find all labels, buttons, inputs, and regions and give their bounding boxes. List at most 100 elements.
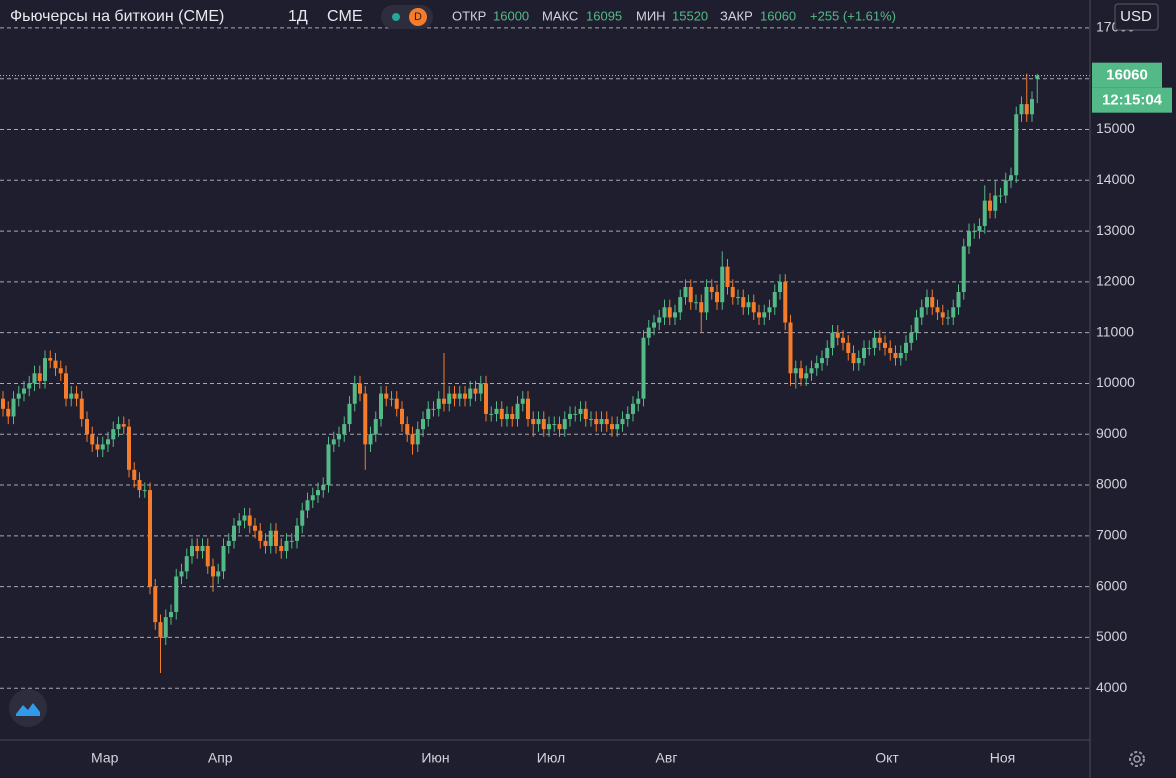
candle-body: [741, 297, 746, 308]
gear[interactable]: [1129, 751, 1145, 767]
candle-body: [342, 424, 347, 435]
close-value: 16060: [760, 8, 796, 23]
candle-body: [746, 302, 751, 308]
candle-body: [1, 398, 5, 409]
gear-hub: [1133, 755, 1141, 763]
candle-body: [190, 545, 194, 557]
candle-body: [793, 368, 798, 374]
candle-body: [615, 424, 620, 430]
candle-body: [11, 398, 16, 417]
candle-body: [289, 540, 294, 542]
candle-body: [310, 495, 315, 501]
candle-body: [678, 297, 683, 313]
candle-body: [804, 373, 809, 379]
candle-body: [16, 393, 21, 399]
candle-body: [720, 266, 725, 303]
logo[interactable]: [9, 689, 47, 727]
candle-body: [184, 556, 189, 572]
candle-body: [709, 286, 714, 293]
interval[interactable]: 1Д: [288, 8, 308, 25]
candle-body: [520, 398, 525, 404]
candle-body: [919, 307, 924, 318]
candle-body: [531, 419, 536, 425]
candle-body: [237, 520, 242, 526]
candle-body: [253, 525, 257, 531]
candle-body: [851, 352, 856, 364]
candle-body: [211, 566, 215, 577]
badge: D: [414, 11, 422, 23]
candle-body: [715, 292, 719, 303]
candle-body: [1009, 175, 1013, 181]
candle-body: [415, 429, 420, 445]
candle-body: [536, 419, 541, 425]
x-tick-label: Окт: [875, 750, 899, 766]
candle-body: [494, 408, 499, 414]
candle-body: [53, 360, 58, 369]
candle-body: [179, 571, 184, 577]
candle-body: [841, 337, 845, 343]
settings-icon[interactable]: [1129, 751, 1145, 767]
candle-body: [688, 286, 693, 303]
candle-body: [883, 342, 887, 348]
candle-body: [316, 490, 320, 496]
candle-body: [384, 393, 389, 399]
candle-body: [158, 622, 163, 638]
candle-body: [541, 419, 546, 430]
candle-body: [95, 444, 100, 450]
candle-body: [132, 469, 137, 480]
y-tick-label: 9000: [1096, 425, 1127, 441]
candle-body: [673, 312, 677, 318]
candle-body: [636, 398, 641, 404]
candle-body: [515, 403, 520, 420]
x-tick-label: Апр: [208, 750, 233, 766]
candle-body: [368, 434, 373, 445]
candle-body: [478, 383, 483, 394]
candle-body: [751, 302, 756, 313]
high-value: 16095: [586, 8, 622, 23]
candle-body: [74, 393, 79, 399]
candle-body: [940, 312, 945, 318]
candle-body: [725, 266, 730, 287]
candle-body: [463, 393, 467, 399]
candle-body: [699, 302, 704, 313]
candle-body: [127, 426, 131, 470]
candle-body: [410, 434, 415, 445]
y-tick-label: 10000: [1096, 374, 1135, 390]
currency-label[interactable]: USD: [1120, 8, 1152, 25]
candle-body: [421, 419, 425, 430]
candle-body: [321, 485, 326, 491]
candle-body: [221, 545, 226, 572]
y-tick-label: 6000: [1096, 577, 1127, 593]
candle-body: [862, 347, 866, 359]
candle-body: [37, 373, 42, 381]
candle-body: [652, 322, 656, 328]
candle-body: [363, 393, 368, 445]
candle-body: [358, 383, 362, 394]
candle-body: [284, 540, 289, 552]
candle-body: [468, 388, 473, 399]
candle-body: [347, 403, 352, 425]
candle-body: [379, 393, 383, 420]
candle-body: [914, 317, 919, 333]
candle-body: [951, 307, 956, 318]
header: Фьючерсы на биткоин (CME) 1Д CME D ОТКР …: [10, 5, 896, 29]
symbol-title[interactable]: Фьючерсы на биткоин (CME): [10, 8, 224, 25]
x-tick-label: Ноя: [990, 750, 1015, 766]
candle-body: [594, 419, 599, 425]
candle-body: [373, 419, 378, 435]
candle-body: [69, 393, 74, 399]
candle-body: [268, 530, 273, 546]
x-tick-label: Авг: [656, 750, 678, 766]
logo-circle[interactable]: [9, 689, 47, 727]
currency-button[interactable]: [1114, 3, 1159, 31]
candle-body: [893, 352, 898, 359]
candle-body: [730, 286, 735, 298]
candle-body: [505, 413, 509, 420]
candle-body: [205, 545, 210, 567]
candle-body: [568, 413, 572, 420]
candle-body: [111, 429, 116, 440]
x-tick-label: Июл: [537, 750, 565, 766]
candle-body: [1014, 114, 1019, 176]
candle-body: [620, 419, 625, 425]
